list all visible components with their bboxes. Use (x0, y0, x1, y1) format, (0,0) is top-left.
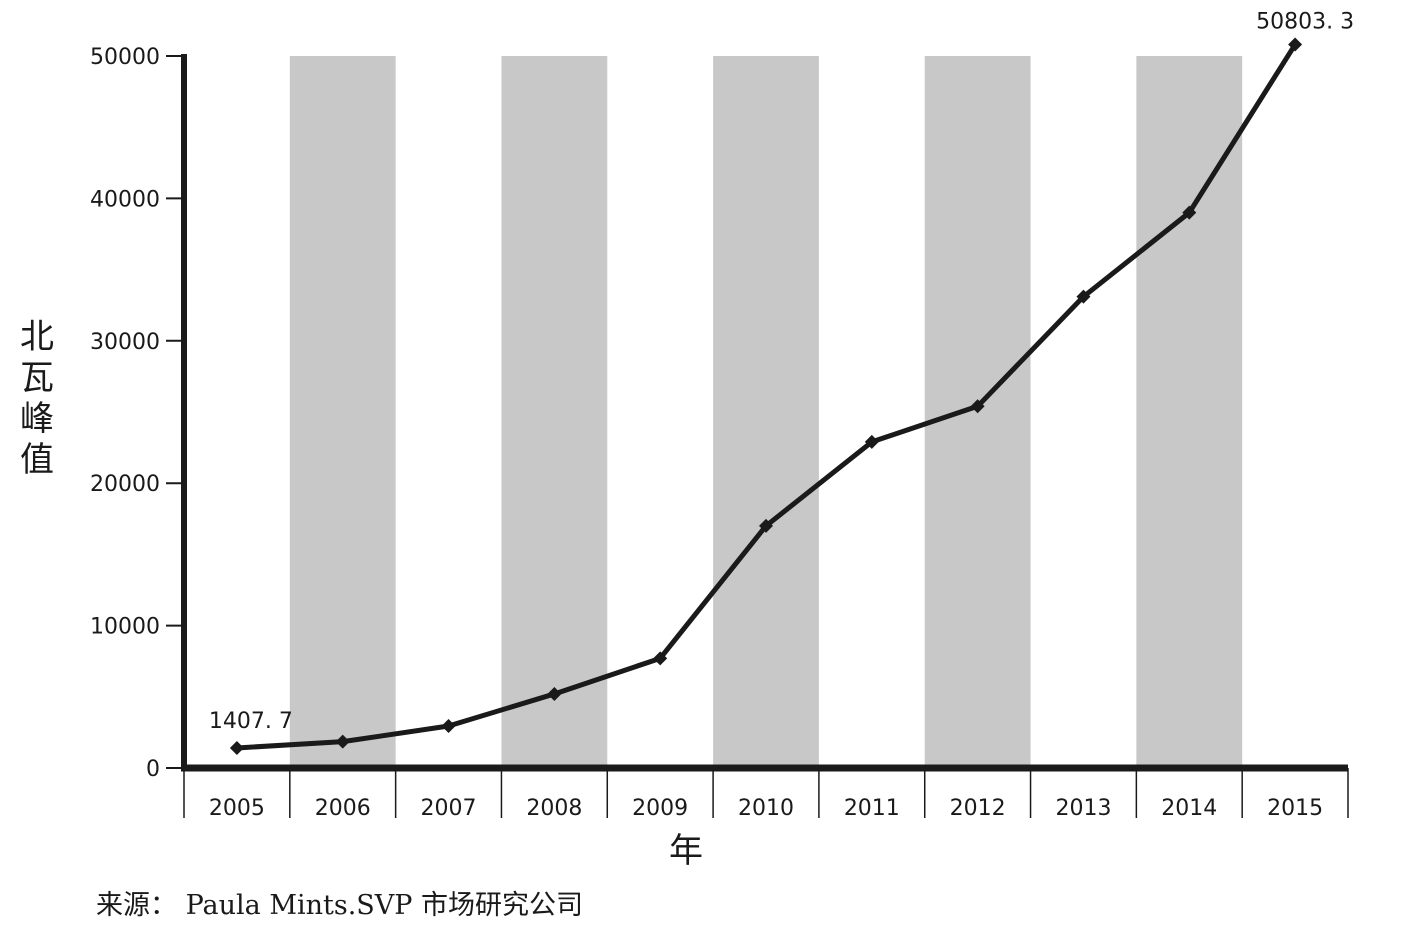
data-point-2012 (970, 399, 985, 414)
y-tick-label: 10000 (90, 615, 160, 640)
x-tick-label: 2015 (1267, 796, 1323, 821)
band-2006 (289, 56, 396, 768)
data-point-2007 (441, 718, 456, 733)
y-tick-label: 40000 (90, 187, 160, 212)
x-tick-label: 2011 (844, 796, 900, 821)
data-point-2005 (229, 740, 244, 755)
y-axis-ticks: 0 10000 20000 30000 40000 50000 (90, 45, 184, 782)
data-labels: 1407. 7 50803. 3 (209, 10, 1354, 734)
background-bands (289, 56, 1243, 768)
data-point-2008 (547, 686, 562, 701)
band-2014 (1136, 56, 1243, 768)
data-label-2005: 1407. 7 (209, 709, 293, 734)
x-axis-ticks: 2005 2006 2007 2008 2009 2010 2011 2012 2013 2014… (209, 796, 1323, 821)
x-tick-label: 2014 (1161, 796, 1217, 821)
x-tick-label: 2006 (315, 796, 371, 821)
data-point-2013 (1076, 289, 1091, 304)
y-tick-label: 20000 (90, 472, 160, 497)
y-tick-label: 0 (146, 757, 160, 782)
x-tick-label: 2008 (526, 796, 582, 821)
data-point-2014 (1182, 205, 1197, 220)
x-axis-label: 年 (669, 831, 703, 871)
y-tick-label: 50000 (90, 45, 160, 70)
data-point-2010 (759, 518, 773, 533)
x-tick-label: 2009 (632, 796, 688, 821)
x-tick-label: 2012 (950, 796, 1006, 821)
data-point-2006 (335, 734, 350, 749)
x-tick-label: 2007 (421, 796, 477, 821)
data-label-2015: 50803. 3 (1256, 10, 1354, 35)
data-point-2015 (1288, 37, 1303, 52)
data-point-2009 (653, 651, 668, 666)
y-axis-label-char: 北 (20, 317, 54, 357)
x-tick-label: 2013 (1055, 796, 1111, 821)
y-axis-label-char: 峰 (20, 399, 54, 439)
band-2010 (713, 56, 819, 768)
band-2008 (501, 56, 608, 768)
x-tick-label: 2005 (209, 796, 265, 821)
series-markers (229, 37, 1303, 755)
x-axis-label-text: 年 (669, 831, 703, 871)
x-category-separators (183, 768, 1349, 818)
x-tick-label: 2010 (738, 796, 794, 821)
y-tick-label: 30000 (90, 330, 160, 355)
data-point-2011 (864, 434, 879, 449)
axes (181, 54, 1348, 772)
y-axis-label-char: 瓦 (20, 358, 54, 398)
source-note: 来源： Paula Mints.SVP 市场研究公司 (96, 890, 584, 921)
y-axis-label-char: 值 (20, 440, 54, 480)
